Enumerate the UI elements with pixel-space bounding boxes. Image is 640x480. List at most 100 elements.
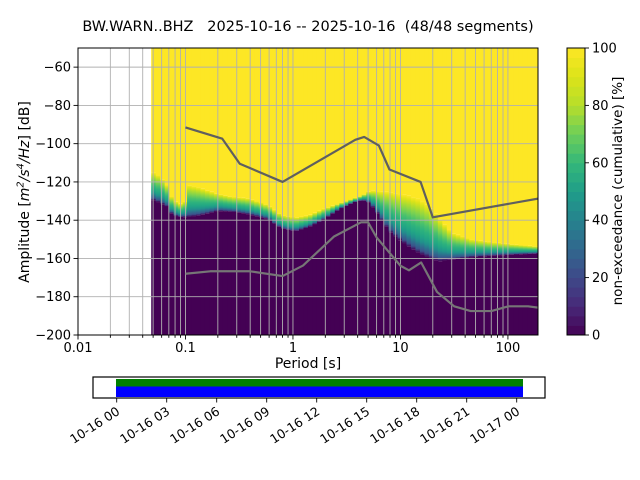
field-col-bottom xyxy=(384,226,390,335)
field-col-bottom xyxy=(446,259,452,335)
y-tick-label: −80 xyxy=(44,99,71,114)
field-col-top xyxy=(245,48,251,199)
colorbar-segment xyxy=(567,105,585,116)
field-col-top xyxy=(218,48,224,195)
field-col-top xyxy=(428,48,434,209)
x-tick-label: 1 xyxy=(289,341,297,356)
field-col-band xyxy=(231,196,237,212)
field-col-top xyxy=(451,48,457,234)
field-col-top xyxy=(303,48,309,216)
field-col-top xyxy=(433,48,439,214)
coverage-tick-label: 10-16 00 xyxy=(67,403,122,446)
field-col-band xyxy=(536,246,538,254)
field-col-band xyxy=(321,208,327,220)
field-col-top xyxy=(366,48,372,192)
y-tick-label: −100 xyxy=(35,137,71,152)
field-col-bottom xyxy=(222,211,228,335)
field-col-top xyxy=(496,48,502,243)
field-col-top xyxy=(437,48,443,220)
axes-frame xyxy=(77,47,539,336)
x-tick-label: 0.01 xyxy=(64,341,93,356)
ppsd-field xyxy=(151,48,538,335)
field-col-band xyxy=(200,188,206,215)
field-col-top xyxy=(334,48,340,205)
field-col-bottom xyxy=(240,213,246,335)
field-col-band xyxy=(330,205,336,214)
field-col-bottom xyxy=(272,223,278,335)
field-col-bottom xyxy=(213,211,219,335)
field-col-top xyxy=(491,48,497,243)
field-col-top xyxy=(455,48,461,235)
field-col-band xyxy=(187,185,193,217)
field-col-top xyxy=(424,48,430,205)
field-col-band xyxy=(334,204,340,211)
field-col-bottom xyxy=(406,246,412,335)
field-col-top xyxy=(213,48,219,194)
y-tick-label: −60 xyxy=(44,61,71,76)
colorbar-segment xyxy=(567,220,585,231)
field-col-band xyxy=(263,204,269,219)
field-col-band xyxy=(218,194,224,212)
field-col-bottom xyxy=(267,220,273,335)
field-col-band xyxy=(249,199,255,216)
y-tick-label: −140 xyxy=(35,214,71,229)
x-tick-label: 0.1 xyxy=(175,341,196,356)
colorbar-segment xyxy=(567,277,585,288)
field-col-top xyxy=(200,48,206,189)
field-col-band xyxy=(254,201,260,217)
field-col-top xyxy=(379,48,385,192)
coverage-tick-label: 10-16 06 xyxy=(167,403,222,446)
field-col-band xyxy=(267,206,273,221)
field-col-band xyxy=(160,179,166,205)
colorbar-segment xyxy=(567,191,585,202)
field-col-band xyxy=(487,241,493,256)
field-col-band xyxy=(473,240,479,257)
field-col-top xyxy=(339,48,345,203)
field-col-top xyxy=(321,48,327,209)
field-col-band xyxy=(164,185,170,207)
field-col-band xyxy=(518,245,524,255)
colorbar-segment xyxy=(567,124,585,135)
colorbar-segment xyxy=(567,172,585,183)
field-col-bottom xyxy=(478,256,484,335)
coverage-tick-label: 10-16 21 xyxy=(417,403,472,446)
field-col-top xyxy=(482,48,488,242)
field-col-bottom xyxy=(370,207,376,335)
colorbar-tick-label: 80 xyxy=(592,99,609,114)
field-col-band xyxy=(433,213,439,261)
field-col-bottom xyxy=(487,255,493,335)
field-col-top xyxy=(384,48,390,192)
field-col-top xyxy=(446,48,452,230)
field-col-band xyxy=(522,245,528,255)
field-col-top xyxy=(348,48,354,200)
field-col-bottom xyxy=(204,213,211,335)
field-col-top xyxy=(357,48,363,197)
field-col-band xyxy=(361,194,367,201)
field-col-top xyxy=(294,48,300,218)
grid xyxy=(77,48,538,336)
field-col-band xyxy=(428,208,434,259)
field-col-bottom xyxy=(173,216,179,335)
coverage-tick-label: 10-16 15 xyxy=(317,403,372,446)
field-col-band xyxy=(478,240,484,257)
coverage-tick-label: 10-16 18 xyxy=(367,403,422,446)
field-col-band xyxy=(384,191,390,227)
tick-marks xyxy=(73,66,509,340)
field-col-top xyxy=(169,48,175,197)
field-col-top xyxy=(173,48,179,202)
colorbar-segment xyxy=(567,268,585,279)
field-col-bottom xyxy=(160,204,166,335)
field-col-bottom xyxy=(352,201,358,335)
x-tick-label: 100 xyxy=(496,341,521,356)
field-col-bottom xyxy=(402,243,408,335)
field-col-band xyxy=(491,242,497,256)
field-col-top xyxy=(522,48,528,246)
field-col-band xyxy=(196,187,202,216)
field-col-top xyxy=(487,48,493,242)
field-col-band xyxy=(213,193,219,212)
field-col-band xyxy=(173,201,179,217)
field-col-bottom xyxy=(509,254,515,335)
colorbar-segment xyxy=(567,95,585,106)
field-col-top xyxy=(415,48,421,199)
field-col-band xyxy=(482,241,488,257)
